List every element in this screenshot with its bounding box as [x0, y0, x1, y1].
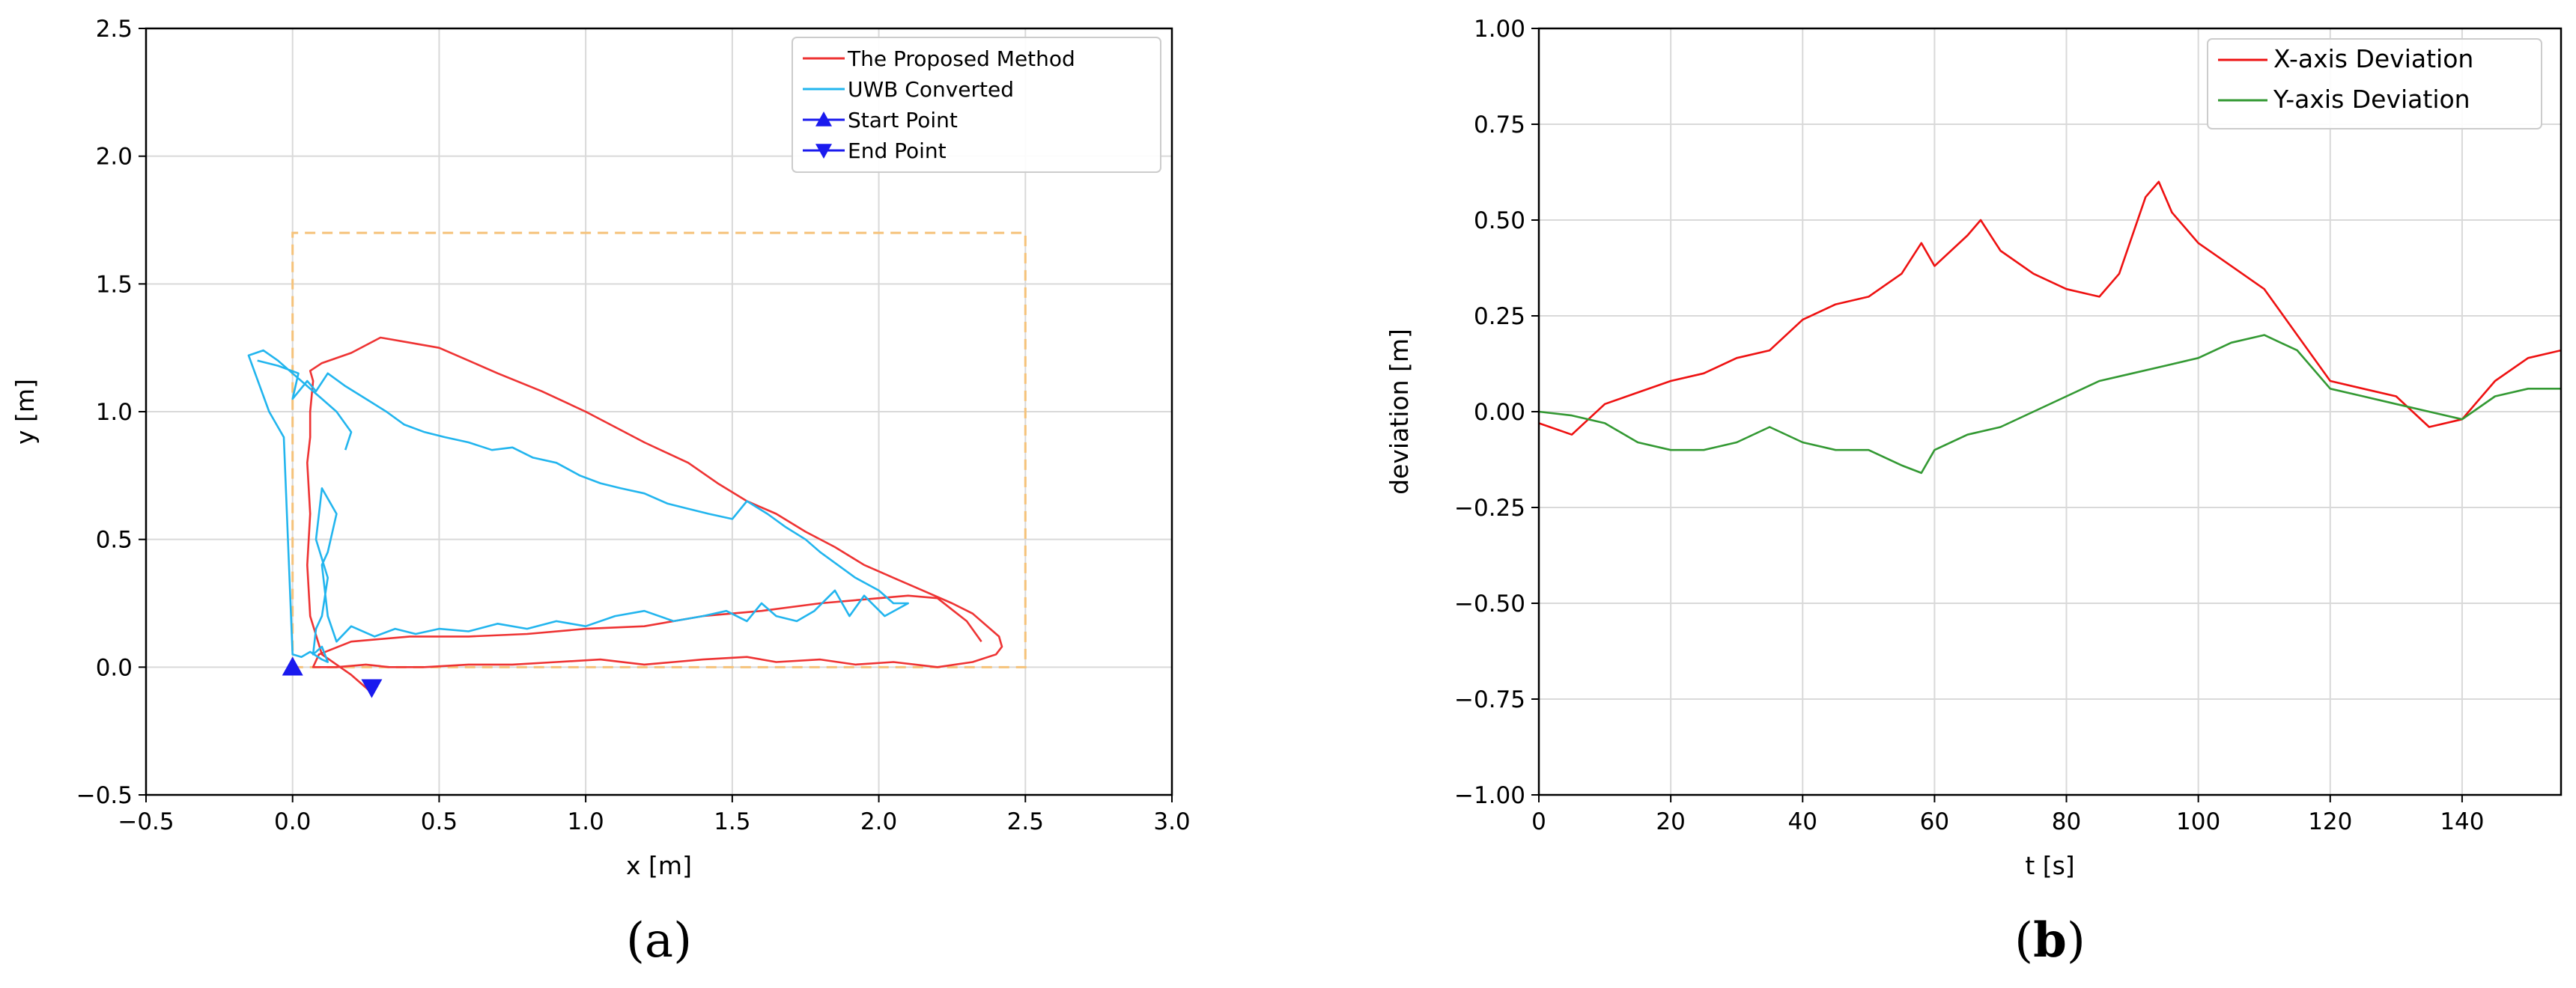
y-axis-label: deviation [m] [1385, 329, 1414, 495]
y-tick-label: 0.0 [96, 654, 133, 681]
series-line-y-axis-deviation [1539, 334, 2561, 475]
y-tick-label: 2.5 [96, 16, 133, 43]
x-tick-label: 80 [2052, 808, 2081, 835]
panel-label-close-paren: ) [673, 913, 692, 969]
panel-label-open-paren: ( [626, 913, 645, 969]
y-tick-label: 1.0 [96, 399, 133, 426]
series-line-x-axis-deviation [1539, 180, 2561, 436]
marker-start-point [282, 656, 303, 676]
legend-entry: Y-axis Deviation [2273, 85, 2470, 114]
x-tick-label: 100 [2176, 808, 2220, 835]
plot-area [247, 231, 1027, 694]
y-tick-label: −0.75 [1454, 686, 1525, 713]
marker-end-point [361, 679, 383, 698]
y-tick-label: −0.50 [1454, 591, 1525, 618]
legend-entry: Start Point [848, 108, 958, 132]
y-tick-label: 0.75 [1474, 112, 1525, 138]
legend-marker [815, 112, 832, 126]
x-tick-label: 2.5 [1007, 808, 1044, 835]
x-tick-label: 0 [1531, 808, 1546, 835]
y-tick-label: 0.25 [1474, 303, 1525, 330]
panel-label-letter: b [2033, 912, 2067, 969]
legend-entry: X-axis Deviation [2273, 44, 2473, 73]
y-tick-label: −0.5 [76, 782, 133, 809]
y-tick-label: 1.5 [96, 271, 133, 298]
x-tick-label: 120 [2308, 808, 2352, 835]
y-tick-label: 0.5 [96, 527, 133, 554]
y-tick-label: −0.25 [1454, 495, 1525, 522]
x-tick-label: 3.0 [1153, 808, 1190, 835]
panel-label-open-paren: ( [2014, 913, 2033, 969]
panel-label: (b) [2014, 912, 2086, 969]
y-axis-label: y [m] [10, 379, 40, 445]
x-tick-label: 2.0 [860, 808, 897, 835]
y-tick-label: −1.00 [1454, 782, 1525, 809]
chart-panel-b: 0 20 40 60 80 100 120 140 −1.00 −0.75 −0.50 −0.25 0.… [1385, 16, 2563, 969]
plot-area [1539, 180, 2561, 475]
y-tick-label: 0.50 [1474, 207, 1525, 234]
x-tick-label: 0.0 [274, 808, 311, 835]
legend-marker [815, 144, 832, 159]
x-axis-label: x [m] [626, 851, 692, 880]
legend: The Proposed Method UWB Converted Start Po… [792, 37, 1161, 173]
x-tick-label: 1.5 [714, 808, 750, 835]
legend: X-axis Deviation Y-axis Deviation [2207, 38, 2542, 129]
x-axis-label: t [s] [2025, 851, 2074, 880]
y-tick-label: 1.00 [1474, 16, 1525, 43]
x-tick-label: −0.5 [118, 808, 174, 835]
y-tick-label: 2.0 [96, 144, 133, 171]
chart-panel-a: −0.5 0.0 0.5 1.0 1.5 2.0 2.5 3.0 −0.5 0.0 0.5 1.0 1.… [10, 16, 1191, 969]
x-tick-label: 140 [2440, 808, 2484, 835]
legend-box [2207, 38, 2542, 129]
series-line-uwb-converted [247, 349, 909, 663]
series-line-the-proposed-method [306, 336, 1003, 694]
x-tick-label: 1.0 [567, 808, 604, 835]
panel-label-close-paren: ) [2067, 913, 2086, 969]
x-tick-label: 60 [1920, 808, 1949, 835]
x-tick-label: 20 [1656, 808, 1685, 835]
x-tick-label: 40 [1788, 808, 1817, 835]
legend-box [792, 37, 1161, 173]
y-tick-label: 0.00 [1474, 399, 1525, 426]
panel-label-letter: a [645, 913, 673, 969]
panel-label: (a) [626, 913, 692, 969]
area-boundary [291, 231, 1027, 668]
legend-entry: End Point [848, 138, 947, 163]
legend-entry: UWB Converted [848, 77, 1014, 102]
legend-entry: The Proposed Method [847, 46, 1075, 71]
x-tick-label: 0.5 [421, 808, 458, 835]
